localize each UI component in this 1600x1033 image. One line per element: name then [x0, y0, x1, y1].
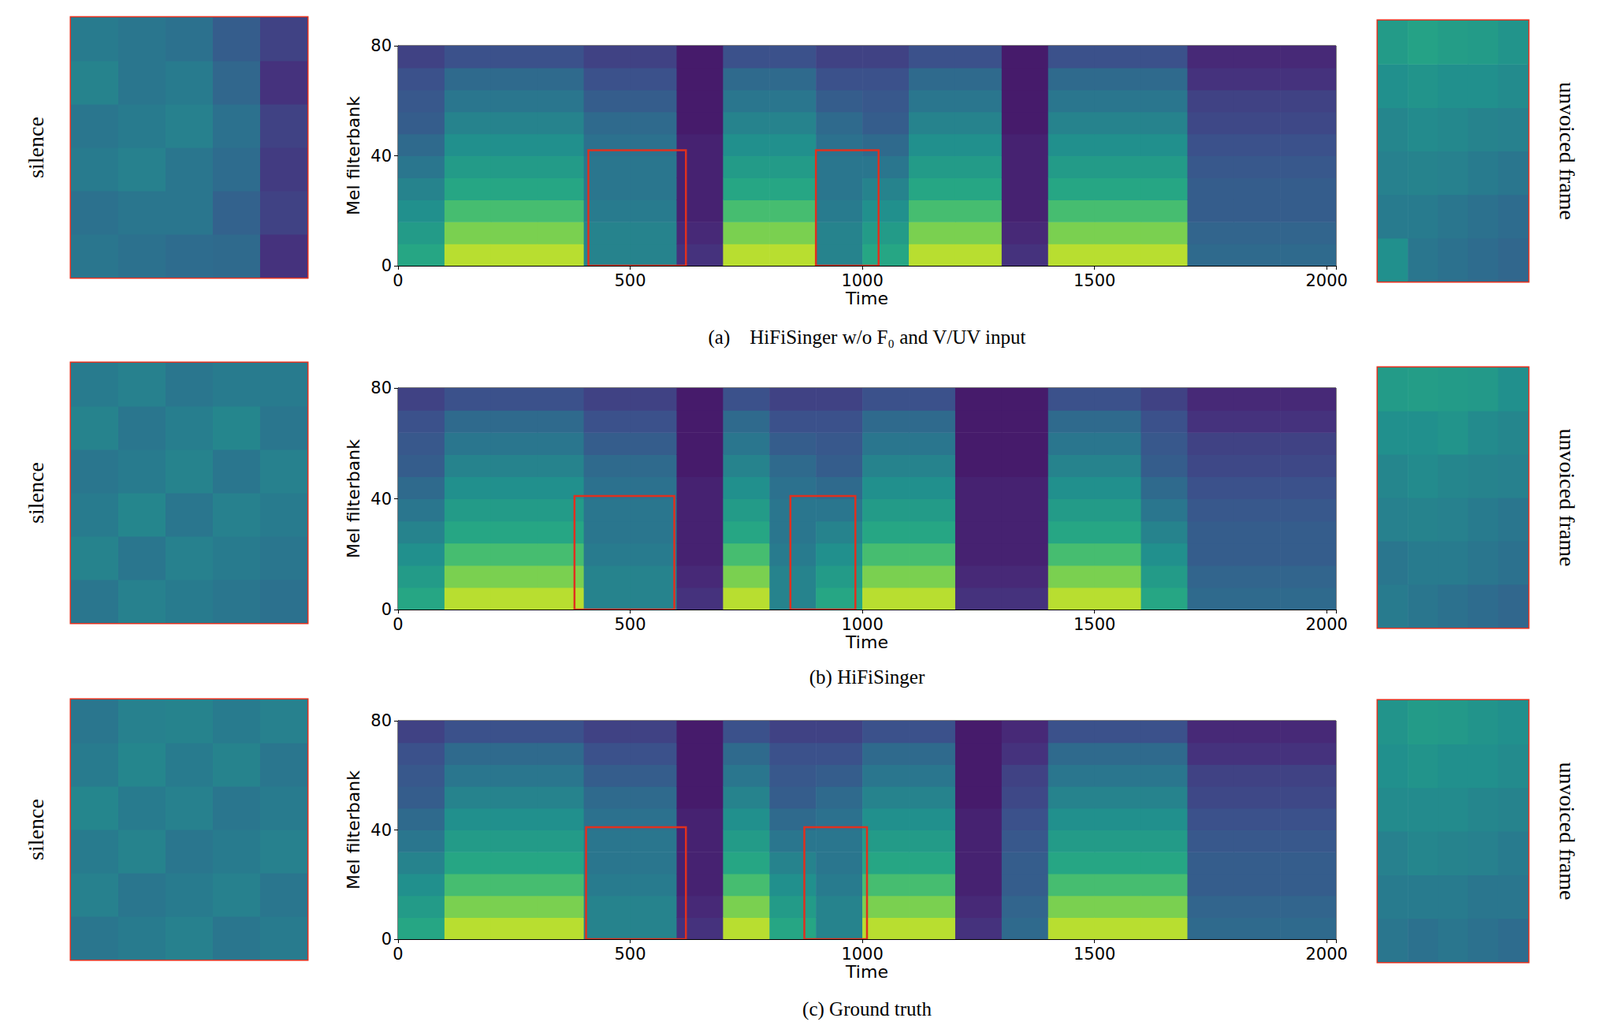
svg-text:silence: silence — [23, 798, 49, 860]
svg-text:2000: 2000 — [1305, 271, 1347, 291]
svg-text:40: 40 — [370, 820, 392, 840]
svg-text:Mel filterbank: Mel filterbank — [343, 96, 364, 216]
svg-text:80: 80 — [370, 710, 392, 730]
svg-text:Mel filterbank: Mel filterbank — [343, 770, 364, 890]
svg-text:silence: silence — [23, 116, 49, 179]
svg-text:40: 40 — [370, 489, 392, 509]
svg-text:0: 0 — [381, 599, 392, 619]
svg-text:0: 0 — [392, 271, 403, 291]
svg-text:1500: 1500 — [1073, 944, 1116, 964]
svg-text:1500: 1500 — [1073, 614, 1116, 634]
svg-text:(b) HiFiSinger: (b) HiFiSinger — [809, 666, 926, 689]
svg-text:silence: silence — [23, 461, 49, 524]
svg-text:(a) HiFiSinger w/o F₀ and V: (a) HiFiSinger w/o F₀ and V/UV input — [708, 326, 1027, 349]
svg-text:1500: 1500 — [1073, 271, 1116, 291]
svg-text:1000: 1000 — [840, 271, 883, 291]
svg-text:unvoiced frame: unvoiced frame — [1555, 762, 1580, 901]
svg-text:80: 80 — [370, 378, 392, 398]
svg-text:500: 500 — [614, 614, 647, 634]
svg-text:0: 0 — [381, 929, 392, 949]
svg-text:2000: 2000 — [1305, 614, 1347, 634]
svg-text:Mel filterbank: Mel filterbank — [343, 439, 364, 559]
svg-text:0: 0 — [392, 614, 403, 634]
svg-text:40: 40 — [370, 146, 392, 166]
svg-text:0: 0 — [381, 256, 392, 276]
svg-text:Time: Time — [844, 288, 889, 309]
svg-text:unvoiced frame: unvoiced frame — [1555, 81, 1580, 220]
svg-text:Time: Time — [844, 632, 889, 652]
svg-text:(c) Ground truth: (c) Ground truth — [802, 997, 932, 1020]
svg-text:2000: 2000 — [1305, 944, 1347, 964]
svg-text:80: 80 — [370, 36, 392, 56]
svg-text:500: 500 — [614, 944, 647, 964]
svg-text:1000: 1000 — [840, 944, 883, 964]
svg-text:500: 500 — [614, 271, 647, 291]
svg-text:Time: Time — [844, 961, 889, 982]
svg-text:0: 0 — [392, 944, 403, 964]
svg-text:unvoiced frame: unvoiced frame — [1555, 428, 1580, 567]
svg-text:1000: 1000 — [840, 614, 883, 634]
